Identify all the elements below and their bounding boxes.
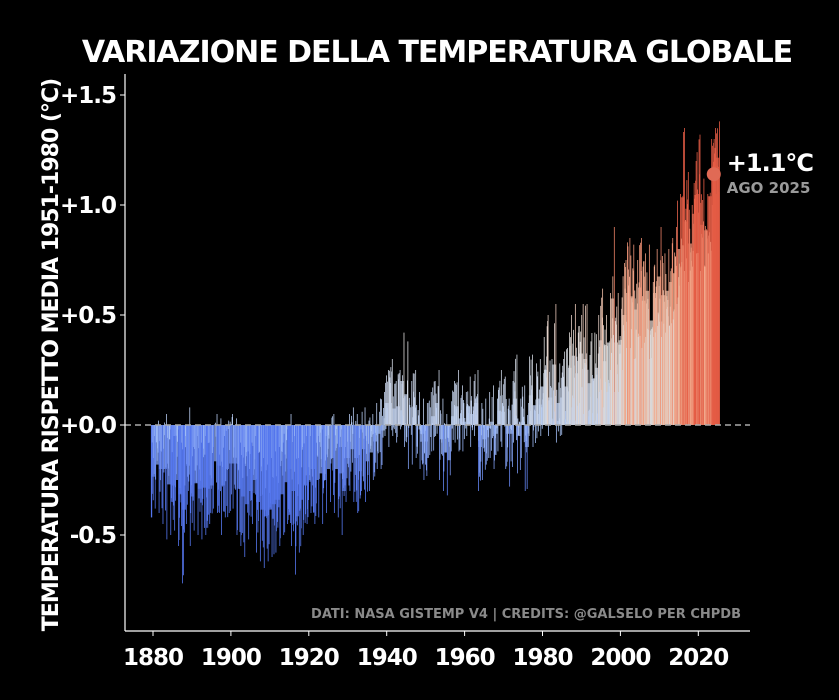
year-bar-1931 xyxy=(349,425,354,450)
x-tick-label: 1980 xyxy=(512,645,572,671)
year-bar-1986 xyxy=(563,386,568,425)
y-tick-label: +0.0 xyxy=(60,413,116,439)
x-tick-label: 1900 xyxy=(201,645,261,671)
year-bar-1979 xyxy=(536,398,541,425)
y-tick-label: +0.5 xyxy=(60,303,116,329)
x-ticks: 1880 1900 1920 1940 1960 1980 2000 2020 xyxy=(123,631,729,671)
x-tick-label: 1920 xyxy=(279,645,339,671)
year-bar-1953 xyxy=(435,403,440,425)
year-bar-1896 xyxy=(213,425,218,462)
x-tick-label: 2020 xyxy=(668,645,728,671)
chart-title: VARIAZIONE DELLA TEMPERATURA GLOBALE xyxy=(82,35,792,70)
year-bar-1938 xyxy=(376,425,381,434)
y-tick-label: -0.5 xyxy=(70,523,116,549)
x-tick-label: 1960 xyxy=(435,645,495,671)
year-bar-1923 xyxy=(318,425,323,474)
x-tick-label: 1940 xyxy=(357,645,417,671)
bars-group xyxy=(150,121,720,584)
y-ticks: +1.5 +1.0 +0.5 +0.0 -0.5 xyxy=(60,83,125,549)
y-tick-label: +1.0 xyxy=(60,193,116,219)
year-bar-1984 xyxy=(556,403,561,425)
year-bar-1962 xyxy=(470,414,475,425)
latest-value-marker xyxy=(706,167,721,182)
year-bar-1992 xyxy=(587,383,592,425)
credits-text: DATI: NASA GISTEMP V4 | CREDITS: @GALSEL… xyxy=(311,607,741,622)
year-bar-1883 xyxy=(162,425,167,469)
year-bar-1956 xyxy=(447,425,451,461)
x-tick-label: 1880 xyxy=(123,645,183,671)
year-bar-1904 xyxy=(244,425,249,505)
year-bar-1945 xyxy=(404,394,409,425)
latest-value-label: +1.1°C xyxy=(727,149,814,177)
y-axis-label: TEMPERATURA RISPETTO MEDIA 1951-1980 (°C… xyxy=(39,79,64,631)
year-bar-1974 xyxy=(517,425,522,436)
y-tick-label: +1.5 xyxy=(60,83,116,109)
x-tick-label: 2000 xyxy=(590,645,650,671)
latest-value-date: AGO 2025 xyxy=(727,179,811,197)
year-bar-1926 xyxy=(330,425,335,458)
